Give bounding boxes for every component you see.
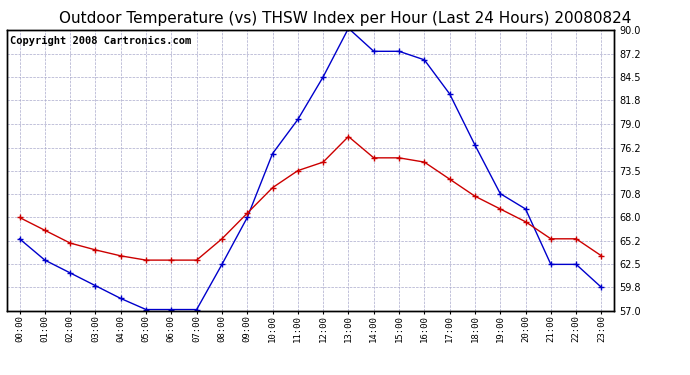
Text: Copyright 2008 Cartronics.com: Copyright 2008 Cartronics.com [10, 36, 191, 46]
Text: Outdoor Temperature (vs) THSW Index per Hour (Last 24 Hours) 20080824: Outdoor Temperature (vs) THSW Index per … [59, 11, 631, 26]
